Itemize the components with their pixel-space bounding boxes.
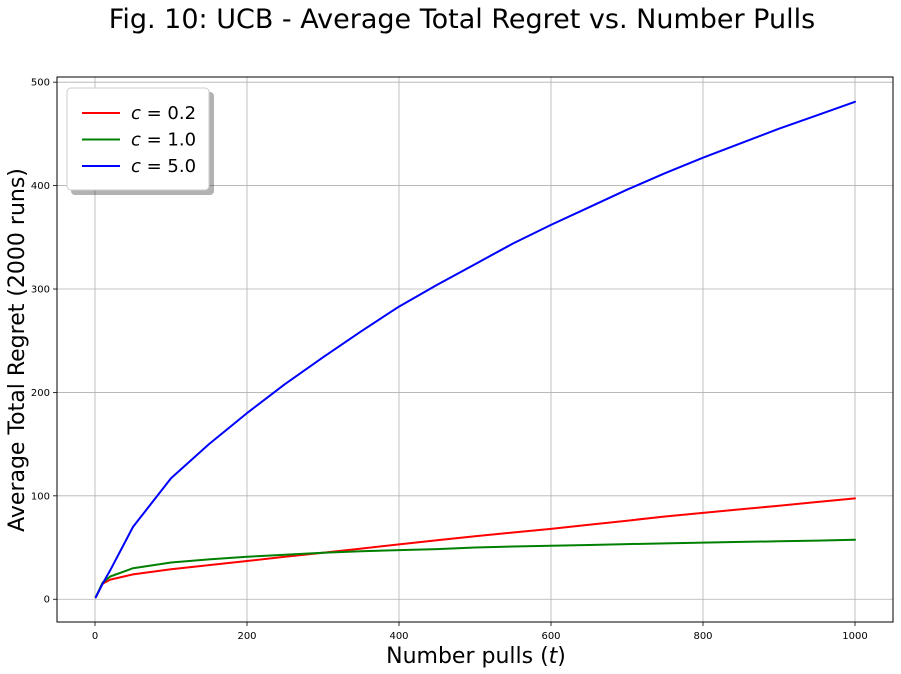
y-tick-label: 0 bbox=[44, 595, 50, 606]
y-axis-label: Average Total Regret (2000 runs) bbox=[5, 168, 30, 532]
plot-frame bbox=[56, 76, 894, 623]
x-axis-label: Number pulls (t) bbox=[386, 644, 566, 669]
series-line-3 bbox=[94, 100, 856, 599]
axis-ticks: 0 200 400 600 800 1000 0 100 200 300 400 500 bbox=[31, 78, 868, 642]
x-tick-label: 200 bbox=[237, 631, 256, 642]
series-lines bbox=[94, 100, 856, 599]
y-tick-label: 100 bbox=[31, 491, 50, 502]
x-tick-label: 1000 bbox=[842, 631, 867, 642]
series-line-1 bbox=[94, 497, 856, 599]
chart-title: Fig. 10: UCB - Average Total Regret vs. … bbox=[109, 4, 815, 35]
legend-label-3: c = 5.0 bbox=[131, 156, 196, 177]
legend-label-1: c = 0.2 bbox=[131, 103, 196, 124]
series-line-2 bbox=[94, 538, 856, 599]
y-tick-label: 200 bbox=[31, 388, 50, 399]
legend: c = 0.2 c = 1.0 c = 5.0 bbox=[66, 87, 214, 195]
x-tick-label: 800 bbox=[693, 631, 712, 642]
y-tick-label: 500 bbox=[31, 78, 50, 89]
y-tick-label: 300 bbox=[31, 285, 50, 296]
legend-label-2: c = 1.0 bbox=[131, 130, 196, 151]
x-tick-label: 600 bbox=[541, 631, 560, 642]
x-tick-label: 0 bbox=[92, 631, 98, 642]
x-tick-label: 400 bbox=[389, 631, 408, 642]
y-tick-label: 400 bbox=[31, 181, 50, 192]
